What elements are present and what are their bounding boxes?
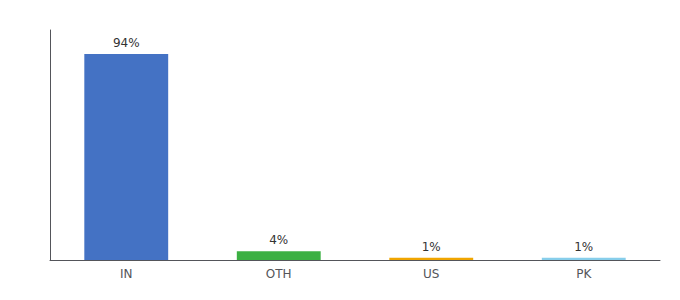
- svg-text:4%: 4%: [269, 233, 288, 247]
- svg-text:OTH: OTH: [266, 267, 292, 281]
- svg-text:PK: PK: [576, 267, 592, 281]
- svg-text:US: US: [423, 267, 439, 281]
- svg-text:1%: 1%: [574, 240, 593, 254]
- svg-text:94%: 94%: [113, 36, 140, 50]
- svg-text:IN: IN: [120, 267, 133, 281]
- svg-text:1%: 1%: [422, 240, 441, 254]
